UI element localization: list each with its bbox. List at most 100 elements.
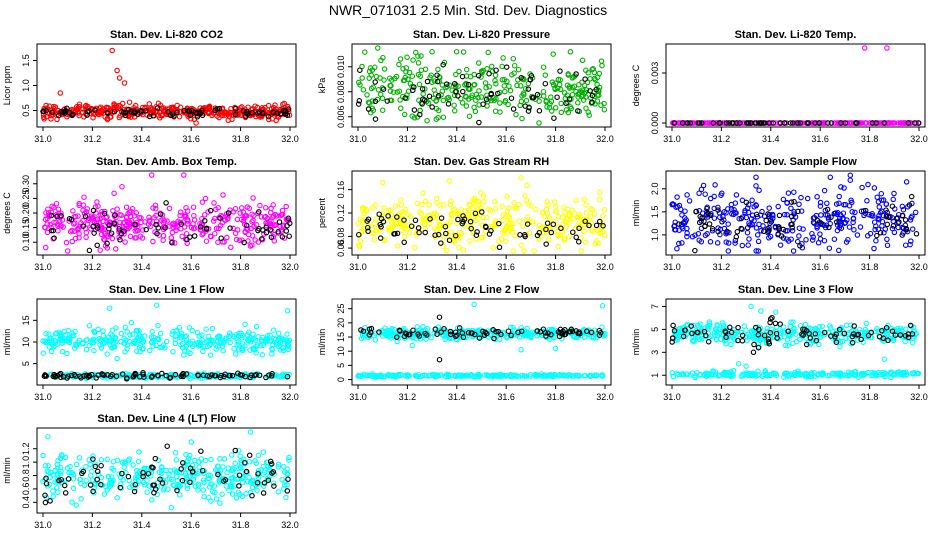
- data-point: [130, 331, 136, 337]
- data-point: [797, 371, 804, 378]
- data-point: [548, 108, 555, 114]
- data-point: [365, 228, 371, 235]
- data-point: [86, 247, 93, 254]
- data-point: [755, 248, 762, 254]
- data-point: [111, 220, 118, 227]
- data-point: [744, 371, 750, 378]
- data-point: [406, 69, 413, 76]
- data-point: [140, 371, 146, 378]
- data-point: [701, 218, 707, 224]
- data-point: [233, 236, 240, 243]
- data-point: [833, 331, 839, 338]
- data-point: [83, 234, 89, 241]
- data-point: [430, 95, 437, 102]
- data-point: [540, 326, 547, 332]
- data-point: [761, 228, 767, 235]
- data-point: [456, 325, 463, 331]
- data-point: [259, 352, 266, 358]
- data-point: [676, 227, 682, 233]
- data-point: [94, 222, 101, 229]
- data-point: [824, 120, 831, 126]
- data-point: [358, 327, 364, 333]
- data-point: [432, 232, 438, 238]
- data-point: [393, 73, 400, 80]
- data-point: [357, 67, 363, 73]
- data-point: [465, 207, 472, 214]
- data-point: [482, 80, 489, 86]
- outlier-point: [109, 47, 115, 54]
- data-point: [798, 208, 805, 214]
- data-point: [454, 332, 460, 339]
- data-point: [95, 480, 101, 486]
- data-point: [529, 95, 536, 101]
- data-point: [284, 373, 291, 380]
- data-point: [533, 206, 539, 213]
- data-point: [741, 323, 747, 329]
- data-point: [179, 477, 186, 484]
- data-point: [165, 109, 171, 115]
- data-point: [86, 342, 93, 349]
- data-point: [540, 64, 547, 70]
- x-tick-label: 31.4: [133, 520, 151, 530]
- data-point: [218, 212, 224, 219]
- data-point: [142, 105, 148, 112]
- data-point: [456, 229, 463, 236]
- data-point: [109, 235, 116, 242]
- data-point: [217, 500, 223, 506]
- data-point: [478, 205, 485, 212]
- data-point: [596, 70, 603, 77]
- data-point: [170, 482, 177, 488]
- data-point: [213, 225, 220, 232]
- data-point: [459, 73, 466, 80]
- data-point: [186, 325, 193, 331]
- data-point: [356, 231, 362, 238]
- data-point: [530, 218, 536, 225]
- data-point: [765, 339, 772, 345]
- data-point: [55, 227, 61, 234]
- data-point: [58, 374, 64, 381]
- data-point: [511, 199, 517, 206]
- data-point: [415, 53, 421, 59]
- data-point: [61, 110, 68, 117]
- data-point: [582, 239, 589, 246]
- data-point: [707, 239, 714, 245]
- data-point: [795, 208, 801, 215]
- data-point: [834, 211, 840, 217]
- data-point: [708, 333, 714, 340]
- data-point: [43, 475, 49, 482]
- x-tick-label: 32.0: [596, 392, 614, 402]
- data-point: [46, 337, 53, 344]
- data-point: [538, 373, 544, 379]
- data-point: [883, 332, 890, 339]
- data-point: [510, 220, 516, 227]
- data-point: [812, 331, 819, 337]
- data-point: [112, 334, 119, 341]
- outlier-point: [181, 172, 187, 178]
- data-point: [696, 190, 702, 197]
- data-point: [134, 328, 141, 334]
- outlier-point: [837, 343, 843, 350]
- data-point: [235, 370, 241, 377]
- data-point: [478, 234, 485, 241]
- data-point: [411, 115, 418, 121]
- data-point: [95, 203, 101, 209]
- data-point: [475, 327, 481, 334]
- data-point: [256, 109, 263, 115]
- data-point: [201, 479, 207, 486]
- data-point: [86, 322, 93, 329]
- data-point: [179, 333, 185, 339]
- data-point: [774, 335, 780, 341]
- data-point: [438, 215, 445, 221]
- data-point: [427, 216, 433, 222]
- data-point: [687, 372, 693, 378]
- data-point: [221, 109, 228, 115]
- data-point: [871, 219, 878, 225]
- data-point: [92, 461, 98, 467]
- data-point: [376, 329, 382, 335]
- data-point: [511, 70, 517, 76]
- data-point: [227, 225, 233, 231]
- data-point: [505, 214, 512, 220]
- data-point: [858, 336, 864, 343]
- data-point: [258, 467, 265, 473]
- x-tick-label: 31.4: [448, 392, 466, 402]
